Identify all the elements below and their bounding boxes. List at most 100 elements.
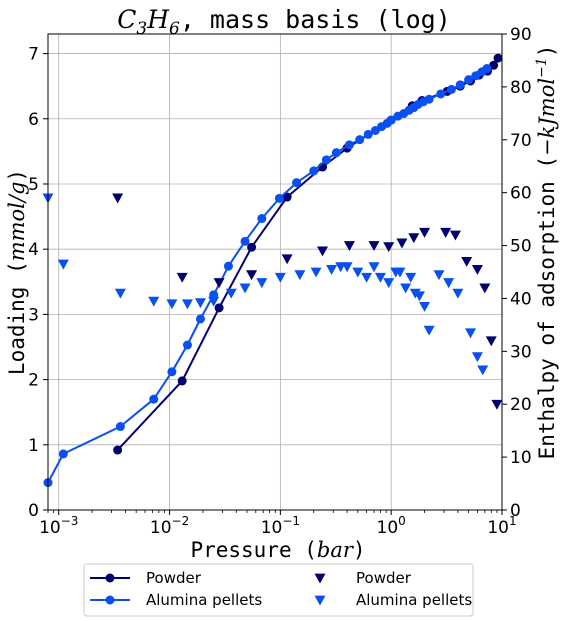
legend-label: Alumina pellets bbox=[146, 591, 262, 609]
legend-marker-swatch bbox=[314, 573, 326, 584]
data-point bbox=[368, 241, 380, 252]
data-point bbox=[424, 94, 434, 104]
data-point bbox=[274, 272, 286, 283]
data-point bbox=[383, 278, 395, 289]
data-point bbox=[355, 135, 365, 145]
data-point bbox=[482, 64, 492, 74]
data-point bbox=[194, 298, 206, 309]
data-point bbox=[281, 254, 293, 265]
x-tick-base: 10 bbox=[150, 518, 172, 538]
data-point bbox=[331, 148, 341, 158]
y-left-tick-label: 0 bbox=[28, 501, 39, 521]
data-point bbox=[57, 259, 69, 270]
y-right-tick-label: 0 bbox=[510, 501, 521, 521]
legend-item: Alumina pellets bbox=[314, 591, 472, 609]
data-point bbox=[114, 288, 126, 299]
y-right-tick-label: 20 bbox=[510, 395, 532, 415]
data-point bbox=[246, 270, 258, 281]
y-right-tick-label: 60 bbox=[510, 184, 532, 204]
data-point bbox=[479, 283, 491, 294]
data-point bbox=[195, 314, 205, 324]
data-point bbox=[361, 272, 373, 283]
data-point bbox=[310, 267, 322, 278]
y-right-tick-label: 30 bbox=[510, 342, 532, 362]
legend-marker-swatch bbox=[105, 595, 115, 605]
legend: Powder Alumina pellets Powder Alumina pelle… bbox=[83, 563, 474, 617]
data-point bbox=[317, 246, 329, 257]
data-point bbox=[148, 296, 160, 307]
loading-series bbox=[43, 64, 492, 488]
data-point bbox=[465, 328, 477, 339]
legend-item: Powder bbox=[90, 569, 202, 587]
data-point bbox=[166, 299, 178, 310]
data-point bbox=[225, 288, 237, 299]
plot-series bbox=[42, 53, 503, 488]
data-point bbox=[493, 53, 503, 63]
y-left-tick-label: 3 bbox=[28, 305, 39, 325]
y-right-tick-label: 70 bbox=[510, 131, 532, 151]
y-left-tick-label: 6 bbox=[28, 110, 39, 130]
enthalpy-series bbox=[112, 193, 503, 410]
y-right-tick-label: 90 bbox=[510, 25, 532, 45]
x-tick-exp: −2 bbox=[172, 514, 190, 528]
data-point bbox=[213, 278, 225, 289]
data-point bbox=[223, 261, 233, 271]
legend-label: Alumina pellets bbox=[356, 591, 472, 609]
x-axis-label-unit: bar bbox=[317, 538, 355, 562]
data-point bbox=[452, 288, 464, 299]
data-point bbox=[408, 233, 420, 244]
data-point bbox=[423, 325, 435, 336]
y-left-tick-label: 7 bbox=[28, 45, 39, 65]
data-point bbox=[374, 272, 386, 283]
data-point bbox=[471, 264, 483, 275]
data-point bbox=[149, 394, 159, 404]
x-tick-label: 100 bbox=[377, 514, 406, 538]
data-point bbox=[274, 193, 284, 203]
data-point bbox=[343, 241, 355, 252]
data-point bbox=[176, 272, 188, 283]
data-point bbox=[256, 278, 268, 289]
x-tick-exp: −3 bbox=[61, 514, 79, 528]
plot-frame bbox=[47, 33, 503, 511]
data-point bbox=[455, 80, 465, 90]
y-axis-left-label: Loading (mmol/g) bbox=[5, 169, 29, 375]
data-point bbox=[112, 193, 124, 204]
x-axis-label-close: ) bbox=[353, 538, 366, 562]
data-point bbox=[344, 140, 354, 150]
data-point bbox=[181, 299, 193, 310]
y-axis-right-label-unit: −kJmol bbox=[535, 78, 559, 156]
legend-item: Powder bbox=[314, 569, 412, 587]
legend-item: Alumina pellets bbox=[90, 591, 262, 609]
data-point bbox=[321, 155, 331, 165]
data-point bbox=[326, 264, 338, 275]
x-tick-label: 101 bbox=[487, 514, 516, 538]
data-point bbox=[115, 422, 125, 432]
y-axis-left-label-text: Loading ( bbox=[5, 261, 29, 375]
data-point bbox=[471, 352, 483, 363]
title-formula-n6: 6 bbox=[169, 19, 180, 39]
legend-items: Powder Alumina pellets Powder Alumina pelle… bbox=[90, 569, 472, 609]
data-point bbox=[489, 60, 499, 70]
data-point bbox=[396, 238, 408, 249]
title-formula-c: C bbox=[117, 5, 136, 34]
title-formula-n3: 3 bbox=[136, 19, 147, 39]
data-point bbox=[477, 365, 489, 376]
data-point bbox=[440, 227, 452, 238]
data-point bbox=[214, 303, 224, 313]
data-point bbox=[247, 242, 257, 252]
legend-label: Powder bbox=[146, 569, 202, 587]
data-point bbox=[309, 166, 319, 176]
data-point bbox=[282, 192, 292, 202]
series-line bbox=[116, 57, 499, 451]
loading-series bbox=[113, 53, 503, 455]
data-point bbox=[182, 340, 192, 350]
data-point bbox=[449, 230, 461, 241]
data-point bbox=[240, 236, 250, 246]
x-tick-exp: 1 bbox=[509, 514, 517, 528]
data-point bbox=[368, 262, 380, 273]
data-point bbox=[436, 89, 446, 99]
data-point bbox=[294, 270, 306, 281]
data-point bbox=[433, 270, 445, 281]
y-right-tick-label: 10 bbox=[510, 448, 532, 468]
data-point bbox=[239, 283, 251, 294]
